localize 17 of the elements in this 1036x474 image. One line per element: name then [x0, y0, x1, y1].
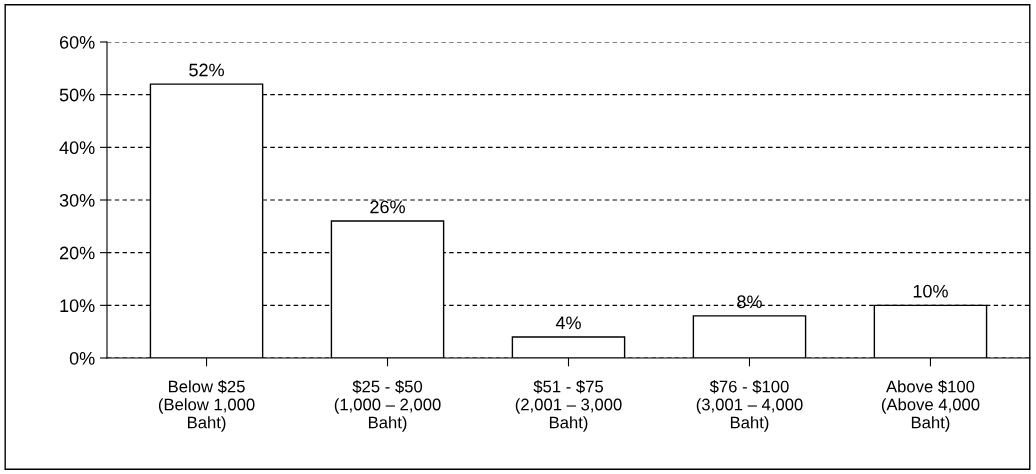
- y-tick-label: 50%: [59, 88, 95, 102]
- data-label: 10%: [913, 284, 948, 298]
- data-label: 8%: [737, 295, 762, 309]
- y-tick-label: 20%: [59, 246, 95, 260]
- y-tick-label: 0%: [69, 351, 95, 365]
- y-tick-label: 10%: [60, 299, 95, 313]
- x-tick-label: $51 - $75 (2,001 – 3,000 Baht): [515, 379, 622, 432]
- x-tick-label: $76 - $100 (3,001 – 4,000 Baht): [696, 379, 803, 432]
- y-tick-label: 40%: [59, 141, 95, 155]
- x-tick-label: Above $100 (Above 4,000 Baht): [881, 379, 980, 432]
- y-tick-label: 30%: [59, 193, 95, 207]
- data-label: 52%: [189, 63, 224, 77]
- y-tick-label: 60%: [59, 35, 95, 49]
- x-tick-label: $25 - $50 (1,000 – 2,000 Baht): [334, 379, 441, 432]
- data-label: 4%: [555, 316, 581, 330]
- x-tick-label: Below $25 (Below 1,000 Baht): [158, 379, 255, 432]
- data-label: 26%: [370, 200, 405, 214]
